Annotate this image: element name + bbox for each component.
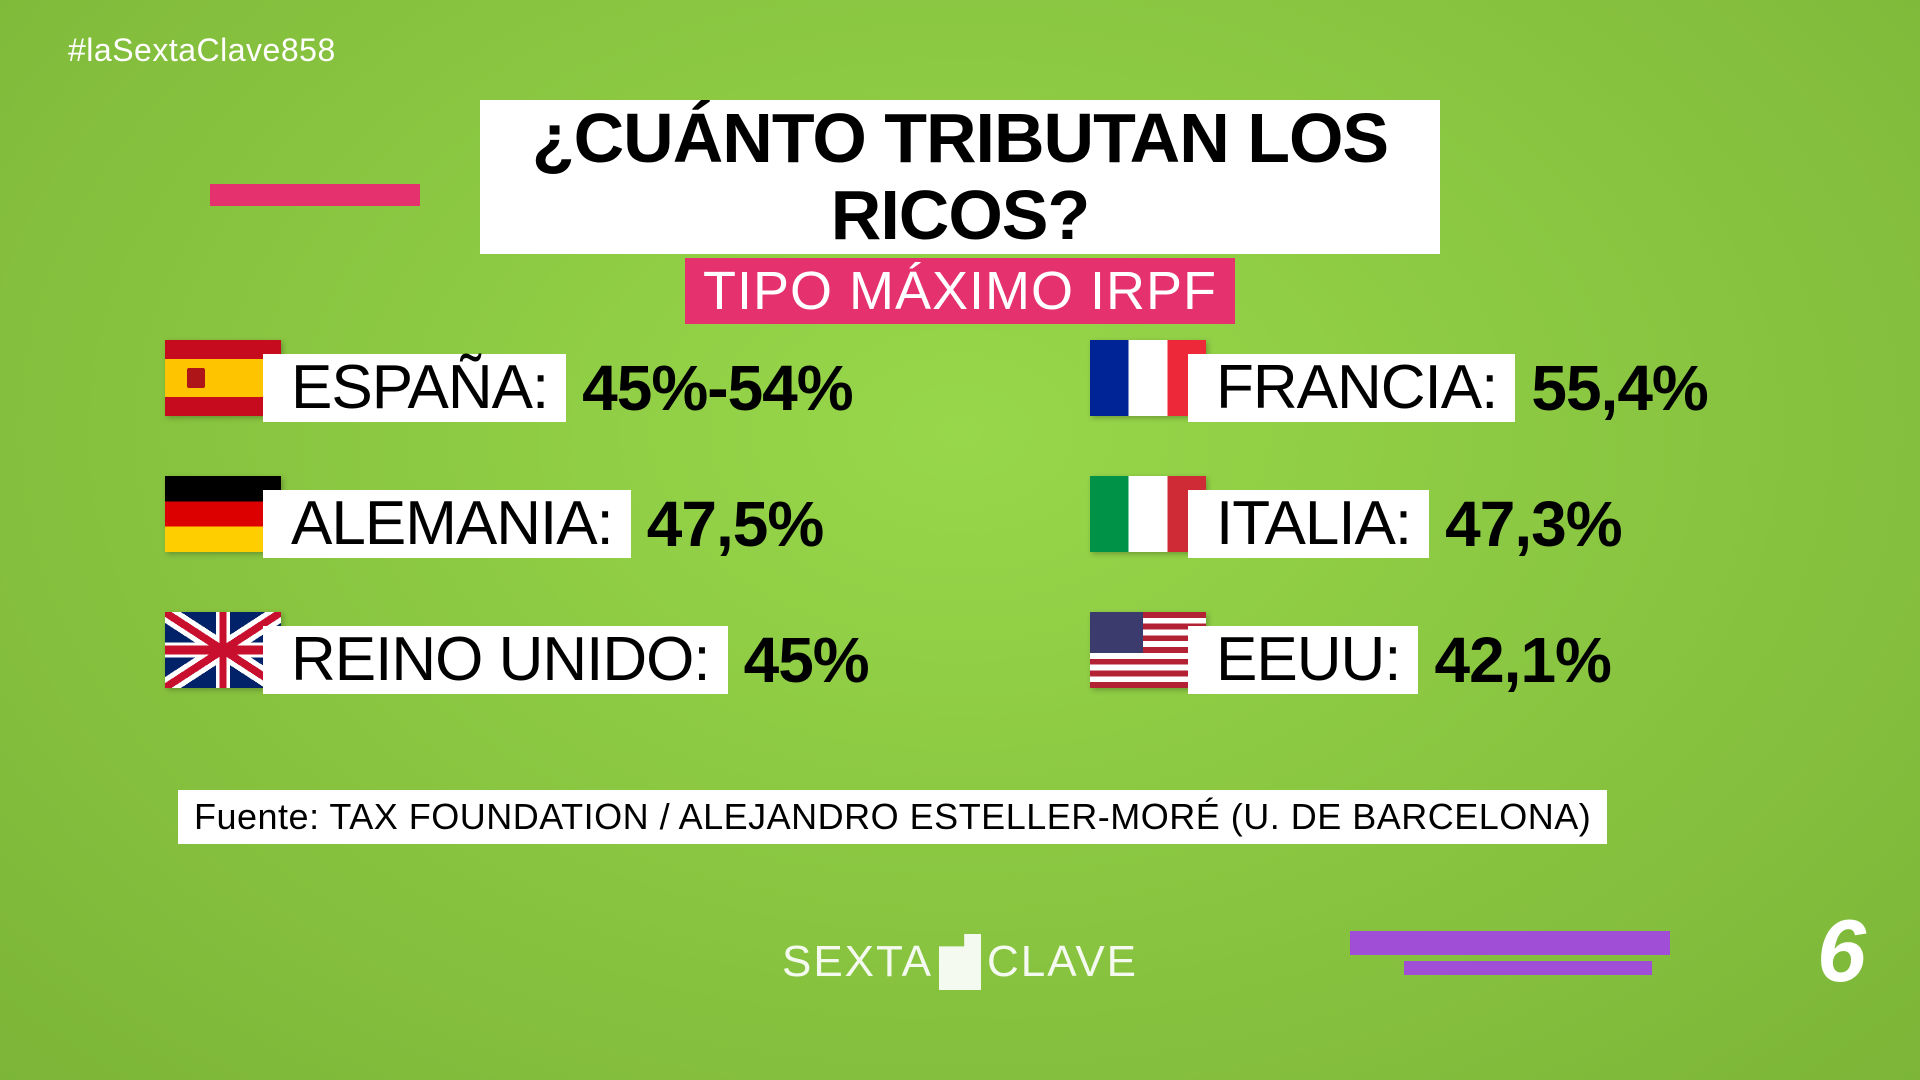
column-right: FRANCIA: 55,4% ITALIA: 47,3% EEUU: 42,1% xyxy=(1090,310,1708,718)
country-value: 45% xyxy=(744,623,869,697)
main-title: ¿CUÁNTO TRIBUTAN LOS RICOS? xyxy=(480,100,1440,254)
decorative-bar xyxy=(1404,961,1652,975)
country-label: FRANCIA: xyxy=(1188,354,1515,422)
country-value: 47,3% xyxy=(1445,487,1621,561)
country-row: ITALIA: 47,3% xyxy=(1090,446,1708,582)
country-value: 45%-54% xyxy=(582,351,853,425)
program-logo-mark-icon xyxy=(939,934,981,990)
decorative-pink-bar xyxy=(210,184,420,206)
title-block: ¿CUÁNTO TRIBUTAN LOS RICOS? TIPO MÁXIMO … xyxy=(480,100,1440,324)
program-logo: SEXTA CLAVE xyxy=(782,934,1138,990)
source-citation: Fuente: TAX FOUNDATION / ALEJANDRO ESTEL… xyxy=(178,790,1607,844)
country-label: EEUU: xyxy=(1188,626,1418,694)
hashtag: #laSextaClave858 xyxy=(68,32,336,69)
country-row: EEUU: 42,1% xyxy=(1090,582,1708,718)
program-logo-right: CLAVE xyxy=(987,937,1138,987)
country-label: REINO UNIDO: xyxy=(263,626,728,694)
column-left: ESPAÑA: 45%-54% ALEMANIA: 47,5% REINO UN… xyxy=(165,310,869,718)
country-value: 55,4% xyxy=(1531,351,1707,425)
country-row: REINO UNIDO: 45% xyxy=(165,582,869,718)
country-value: 47,5% xyxy=(647,487,823,561)
country-row: ALEMANIA: 47,5% xyxy=(165,446,869,582)
channel-logo: 6 xyxy=(1817,900,1860,1002)
country-row: ESPAÑA: 45%-54% xyxy=(165,310,869,446)
decorative-bar xyxy=(1350,931,1670,955)
program-logo-left: SEXTA xyxy=(782,937,933,987)
country-label: ITALIA: xyxy=(1188,490,1429,558)
country-label: ALEMANIA: xyxy=(263,490,631,558)
country-value: 42,1% xyxy=(1434,623,1610,697)
decorative-purple-bars xyxy=(1350,931,1670,975)
country-label: ESPAÑA: xyxy=(263,354,566,422)
country-row: FRANCIA: 55,4% xyxy=(1090,310,1708,446)
